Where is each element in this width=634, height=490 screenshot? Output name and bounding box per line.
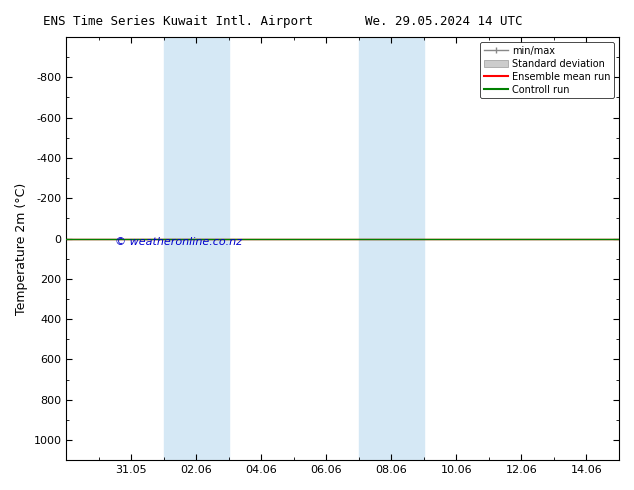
Y-axis label: Temperature 2m (°C): Temperature 2m (°C) bbox=[15, 182, 28, 315]
Bar bbox=[359, 37, 424, 460]
Text: © weatheronline.co.nz: © weatheronline.co.nz bbox=[115, 237, 242, 246]
Legend: min/max, Standard deviation, Ensemble mean run, Controll run: min/max, Standard deviation, Ensemble me… bbox=[480, 42, 614, 98]
Text: We. 29.05.2024 14 UTC: We. 29.05.2024 14 UTC bbox=[365, 15, 522, 28]
Text: ENS Time Series Kuwait Intl. Airport: ENS Time Series Kuwait Intl. Airport bbox=[42, 15, 313, 28]
Bar bbox=[164, 37, 229, 460]
